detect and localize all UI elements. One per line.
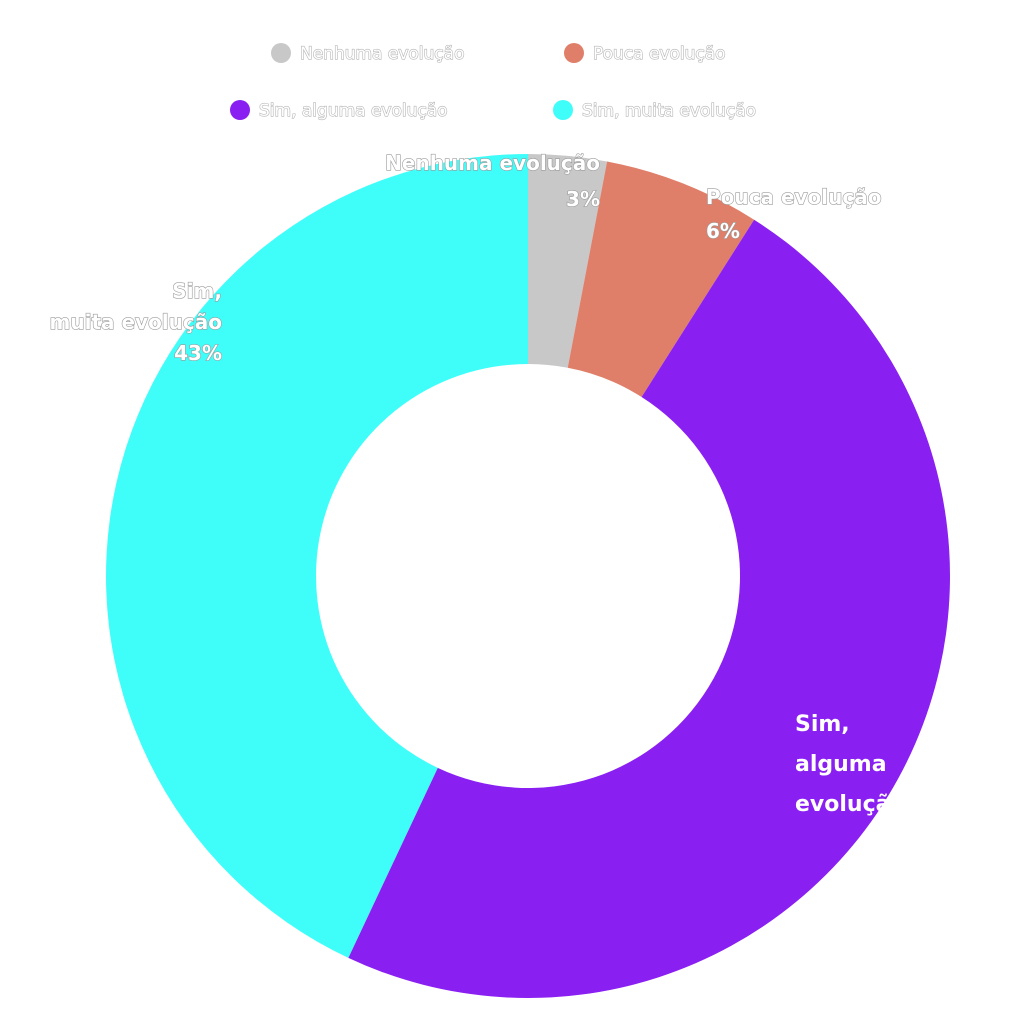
legend-item-nenhuma-evolucao: Nenhuma evolução [271,43,465,65]
legend-item-pouca-evolucao: Pouca evolução [564,43,726,65]
data-label-line: 3% [566,187,600,211]
slices [106,154,951,999]
legend-swatch [271,43,291,63]
data-label-line: 6% [706,219,740,243]
data-label-line: Sim, [172,279,222,303]
data-label-line: muita evolução [50,310,222,334]
legend-item-sim-alguma-evolucao: Sim, alguma evolução [230,100,448,122]
legend-item-sim-muita-evolucao: Sim, muita evolução [553,100,757,122]
legend-label: Pouca evolução [593,44,726,64]
data-labels: Nenhuma evolução 3% Pouca evolução 6% Sim, al… [49,150,966,817]
slice-sim-alguma-evolucao [348,219,951,999]
data-label-nenhuma-evolucao: Nenhuma evolução 3% [385,151,600,211]
legend-swatch [553,100,573,120]
legend-label: Nenhuma evolução [300,44,464,64]
slice-pouca-evolucao [567,161,755,398]
legend-swatch [230,100,250,120]
slice-sim-muita-evolucao [106,154,529,958]
legend-label: Sim, alguma evolução [259,101,448,121]
data-label-line: Sim, [795,712,850,737]
data-label-line: 43% [174,341,222,365]
data-label-line: Nenhuma evolução [385,151,600,175]
legend-label: Sim, muita evolução [582,101,756,121]
data-label-line: evolução 48% [795,792,966,817]
data-label-sim-alguma-evolucao: Sim, alguma evolução 48% [795,712,966,817]
slice-nenhuma-evolucao [528,154,608,368]
legend: Nenhuma evolução Pouca evolução Sim, algum… [230,43,757,122]
data-label-sim-muita-evolucao: Sim, muita evolução 43% [50,279,222,365]
data-label-line: alguma [795,752,887,777]
data-label-line: Pouca evolução [706,185,881,209]
legend-swatch [564,43,584,63]
data-label-pouca-evolucao: Pouca evolução 6% [706,185,881,243]
